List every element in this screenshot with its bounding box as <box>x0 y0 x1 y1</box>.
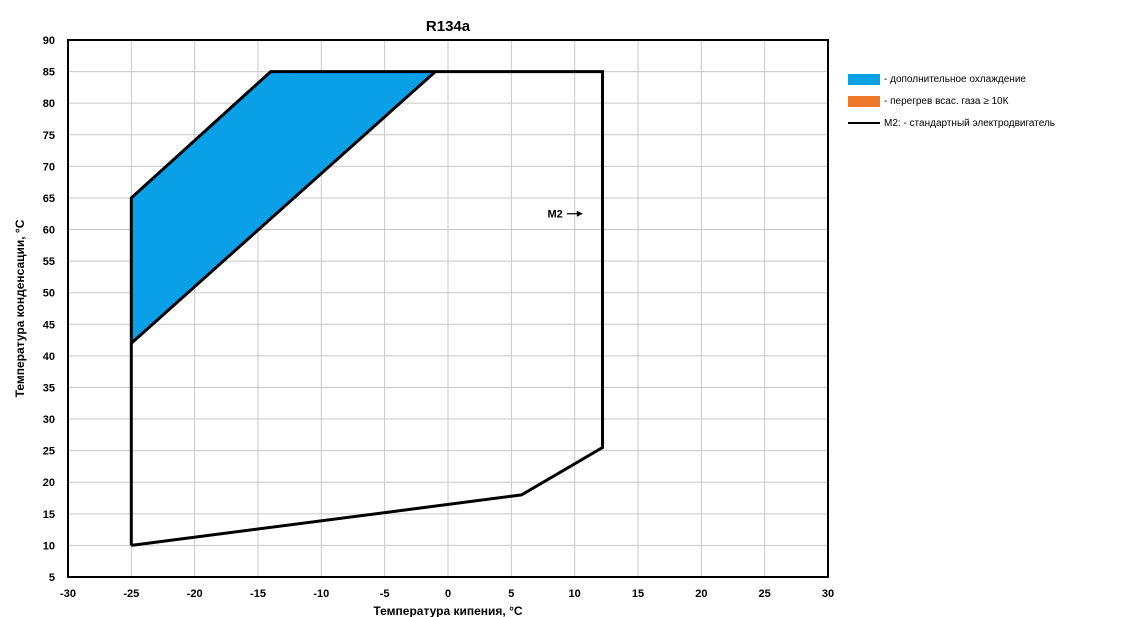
annotations: M2 <box>548 209 583 221</box>
y-tick-label: 80 <box>43 98 55 110</box>
y-tick-label: 70 <box>43 161 55 173</box>
area-lower-edge <box>130 70 437 345</box>
legend-label: - перегрев всас. газа ≥ 10К <box>884 95 1009 107</box>
x-tick-label: -30 <box>60 588 76 600</box>
y-tick-label: 50 <box>43 288 55 300</box>
legend-line-black <box>848 122 880 124</box>
y-tick-label: 55 <box>43 256 55 268</box>
arrow-head-icon <box>576 210 583 217</box>
x-tick-labels: -30 -25 -20 -15 -10 -5 0 5 10 15 20 25 30 <box>60 588 834 600</box>
series-line-2 <box>129 70 604 547</box>
x-tick-label: 10 <box>569 588 581 600</box>
x-tick-label: 5 <box>508 588 514 600</box>
x-tick-label: -15 <box>250 588 266 600</box>
y-tick-label: 15 <box>43 509 55 521</box>
plot-frame <box>67 39 829 578</box>
legend-swatch-orange <box>848 95 880 107</box>
legend-swatch-blue <box>848 73 880 85</box>
y-tick-label: 45 <box>43 319 55 331</box>
legend-item-additional-cooling: - дополнительное охлаждение <box>848 68 1120 90</box>
y-tick-label: 10 <box>43 540 55 552</box>
x-axis-label: Температура кипения, °C <box>373 604 522 617</box>
y-tick-label: 60 <box>43 225 55 237</box>
chart-title: R134a <box>426 18 471 35</box>
x-tick-label: -5 <box>380 588 390 600</box>
x-tick-label: -10 <box>313 588 329 600</box>
y-axis-label: Температура конденсации, °C <box>13 219 27 397</box>
x-tick-label: 20 <box>695 588 707 600</box>
legend-label: M2: - стандартный электродвигатель <box>884 117 1055 129</box>
annotation-label: M2 <box>548 209 563 221</box>
x-tick-label: 30 <box>822 588 834 600</box>
legend: - дополнительное охлаждение - перегрев в… <box>848 68 1120 134</box>
y-tick-label: 25 <box>43 446 55 458</box>
y-tick-label: 5 <box>49 572 55 584</box>
y-tick-label: 85 <box>43 67 55 79</box>
y-tick-labels: 5 10 15 20 25 30 35 40 45 50 55 60 65 70 75 80 85 90 <box>43 35 55 584</box>
x-tick-label: 25 <box>759 588 771 600</box>
x-tick-label: 15 <box>632 588 644 600</box>
y-tick-label: 75 <box>43 130 55 142</box>
legend-label: - дополнительное охлаждение <box>884 73 1026 85</box>
y-tick-label: 90 <box>43 35 55 47</box>
legend-item-m2-standard-motor: M2: - стандартный электродвигатель <box>848 112 1120 134</box>
plot-lines <box>129 70 604 547</box>
x-tick-label: -25 <box>123 588 139 600</box>
grid <box>68 39 828 578</box>
legend-item-suction-superheat: - перегрев всас. газа ≥ 10К <box>848 90 1120 112</box>
y-tick-label: 65 <box>43 193 55 205</box>
x-tick-label: 0 <box>445 588 451 600</box>
y-tick-label: 40 <box>43 351 55 363</box>
y-tick-label: 35 <box>43 382 55 394</box>
y-tick-label: 20 <box>43 477 55 489</box>
x-tick-label: -20 <box>187 588 203 600</box>
y-tick-label: 30 <box>43 414 55 426</box>
